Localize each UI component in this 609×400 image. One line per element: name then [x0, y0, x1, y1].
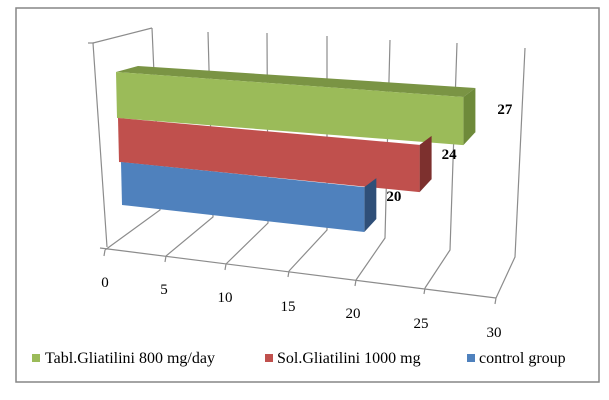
- x-tick-label: 5: [160, 282, 168, 298]
- legend-label: Sol.Gliatilini 1000 mg: [277, 350, 421, 367]
- x-axis-line: [99, 247, 497, 299]
- bar-1: [118, 118, 420, 193]
- legend-swatch: [32, 354, 40, 362]
- x-tick-label: 10: [218, 290, 233, 306]
- data-label: 20: [386, 189, 401, 205]
- x-tick-label: 20: [346, 306, 361, 322]
- data-labels: 27 24 20: [386, 102, 513, 205]
- data-label: 24: [442, 147, 458, 163]
- chart-frame: [15, 7, 600, 383]
- data-label: 27: [497, 102, 513, 118]
- x-axis-ticks: 0 5 10 15 20 25 30: [101, 275, 501, 341]
- bar-0: [116, 72, 464, 146]
- x-tick-label: 25: [414, 316, 429, 332]
- tick-mark: [494, 297, 497, 305]
- x-tick-label: 15: [281, 299, 296, 315]
- x-tick-label: 30: [487, 325, 502, 341]
- tick-mark: [354, 279, 357, 287]
- x-tick-label: 0: [101, 275, 109, 291]
- tick-mark: [224, 263, 227, 271]
- bar-2: [121, 162, 365, 233]
- legend-label: control group: [479, 350, 566, 367]
- legend: Tabl.Gliatilini 800 mg/day Sol.Gliatilini…: [32, 350, 566, 367]
- legend-label: Tabl.Gliatilini 800 mg/day: [45, 350, 215, 367]
- gridline: [495, 47, 526, 299]
- legend-swatch: [265, 354, 273, 362]
- bar-side-face: [463, 88, 476, 146]
- bar-top-face: [116, 66, 476, 98]
- bar-side-face: [419, 135, 432, 193]
- tick-mark: [103, 249, 106, 257]
- legend-swatch: [467, 354, 475, 362]
- bars: [116, 66, 476, 233]
- tick-mark: [164, 255, 167, 263]
- bar-side-face: [364, 178, 377, 233]
